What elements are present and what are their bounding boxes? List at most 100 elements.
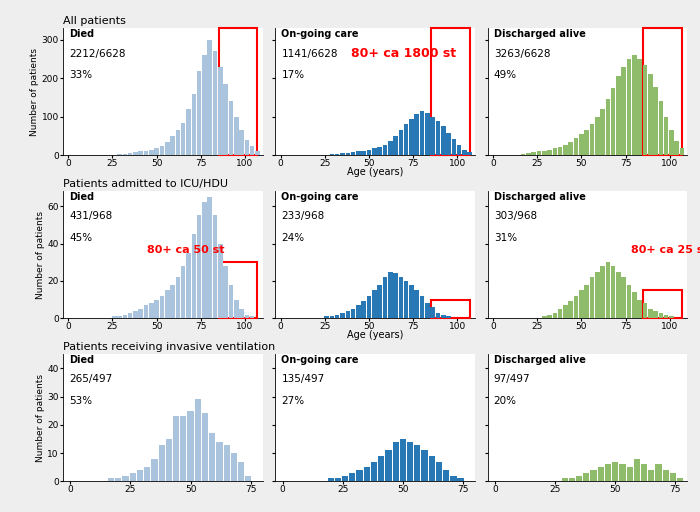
Bar [176,277,180,318]
Bar [643,65,648,155]
Bar [378,456,384,481]
Bar [574,296,578,318]
Bar [648,74,652,155]
Bar [589,277,594,318]
Bar [213,51,217,155]
Bar [616,76,621,155]
Bar [584,285,589,318]
Bar [328,478,334,481]
Bar [202,414,208,481]
Bar [430,307,435,318]
Text: 80+ ca 1800 st: 80+ ca 1800 st [351,47,456,60]
Text: Died: Died [69,29,94,39]
Bar [574,138,578,155]
Bar [648,470,654,481]
Bar [634,459,640,481]
Bar [155,300,159,318]
Bar [139,152,143,155]
Bar [616,271,621,318]
Bar [579,134,584,155]
Bar [542,151,547,155]
Bar [589,124,594,155]
Bar [421,450,428,481]
Bar [223,84,228,155]
Bar [606,99,610,155]
Bar [595,271,600,318]
Text: 2212/6628: 2212/6628 [69,49,125,58]
Bar [346,153,350,155]
Bar [165,290,169,318]
Bar [414,444,421,481]
Bar [612,461,618,481]
Bar [133,152,138,155]
Bar [452,139,456,155]
Bar [393,442,399,481]
Bar [398,130,403,155]
Bar [195,399,201,481]
Bar [398,277,403,318]
Bar [641,464,648,481]
Bar [116,478,122,481]
Bar [425,113,430,155]
Text: Age (years): Age (years) [347,330,403,339]
Bar [414,114,419,155]
Bar [335,314,339,318]
Bar [324,316,329,318]
Bar [601,266,605,318]
Text: Discharged alive: Discharged alive [494,193,585,202]
Bar [137,470,143,481]
Bar [643,28,682,155]
Bar [393,273,398,318]
Bar [356,470,363,481]
Bar [420,111,424,155]
Bar [181,122,186,155]
Text: 49%: 49% [494,70,517,80]
Bar [335,154,339,155]
Bar [149,150,154,155]
Bar [363,467,370,481]
Bar [653,87,658,155]
Bar [139,309,143,318]
Bar [680,148,685,155]
Bar [569,478,575,481]
Bar [558,147,562,155]
Text: 80+ ca 50 st: 80+ ca 50 st [147,245,225,254]
Bar [435,121,440,155]
Bar [590,470,596,481]
Text: 45%: 45% [69,233,92,243]
Bar [622,67,626,155]
Text: 31%: 31% [494,233,517,243]
Bar [130,473,136,481]
Bar [643,290,682,318]
Bar [349,473,356,481]
Bar [638,300,642,318]
Bar [648,309,652,318]
Text: On-going care: On-going care [281,29,359,39]
Bar [244,314,249,318]
Bar [342,476,348,481]
Bar [229,101,233,155]
Bar [670,473,676,481]
Text: 53%: 53% [69,396,92,406]
Bar [563,144,568,155]
Bar [218,262,258,318]
Bar [441,126,445,155]
Bar [664,314,668,318]
Bar [112,316,117,318]
Bar [239,309,244,318]
Bar [149,303,154,318]
Bar [218,28,258,155]
Bar [441,314,445,318]
Bar [606,262,610,318]
Bar [462,150,467,155]
Bar [151,459,158,481]
Bar [223,444,230,481]
Bar [144,151,148,155]
Bar [552,313,557,318]
Bar [186,109,191,155]
Bar [244,314,249,318]
Text: Age (years): Age (years) [347,166,403,177]
Bar [648,309,652,318]
Bar [255,151,260,155]
Bar [165,142,169,155]
